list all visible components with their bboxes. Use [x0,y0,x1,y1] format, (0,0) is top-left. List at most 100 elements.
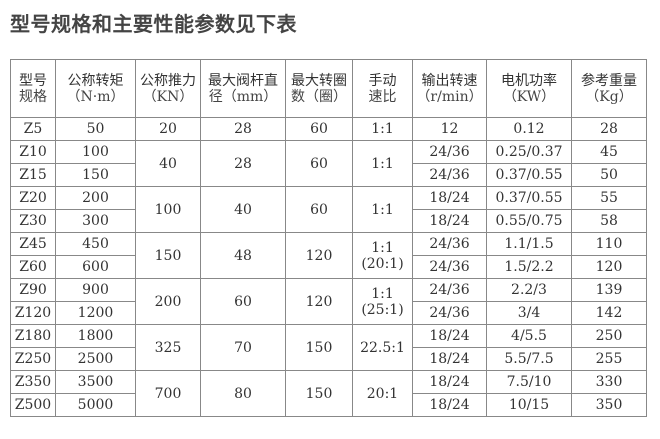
torque-cell: 300 [55,209,136,233]
ratio-alt-value: (20:1) [361,255,404,272]
torque-cell: 450 [55,232,136,256]
model-cell: Z120 [10,301,56,325]
power-cell: 7.5/10 [486,370,572,394]
thrust-cell: 200 [135,278,201,325]
torque-cell: 1800 [55,324,136,348]
weight-cell: 142 [571,301,647,325]
model-cell: Z45 [10,232,56,256]
turns-cell: 60 [285,117,353,141]
power-cell: 5.5/7.5 [486,347,572,371]
model-cell: Z180 [10,324,56,348]
ratio-cell: 1:1 (20:1) [352,232,413,279]
ratio-value: 22.5:1 [360,339,405,356]
weight-cell: 110 [571,232,647,256]
power-cell: 0.37/0.55 [486,163,572,187]
torque-cell: 200 [55,186,136,210]
weight-cell: 28 [571,117,647,141]
torque-cell: 150 [55,163,136,187]
ratio-value: 1:1 [371,239,394,256]
table-row: Z90 900 200 60 120 1:1 (25:1) 24/36 2.2/3 139 [10,278,647,325]
power-cell: 0.55/0.75 [486,209,572,233]
torque-cell: 50 [55,117,136,141]
column-header: 公称推力 （KN） [135,59,201,118]
table-row: Z500 5000 18/24 10/15 350 [10,393,647,417]
torque-cell: 900 [55,278,136,302]
model-cell: Z10 [10,140,56,164]
table-row: Z350 3500 700 80 150 20:1 18/24 7.5/10 330 [10,370,647,417]
turns-cell: 150 [285,324,353,371]
power-cell: 1.5/2.2 [486,255,572,279]
ratio-alt-value: (25:1) [361,301,404,318]
model-cell: Z500 [10,393,56,417]
diameter-cell: 80 [200,370,286,417]
torque-cell: 100 [55,140,136,164]
column-header: 型号 规格 [10,59,56,118]
ratio-cell: 1:1 [352,140,413,187]
turns-cell: 60 [285,186,353,233]
diameter-cell: 60 [200,278,286,325]
header-unit: 径（mm） [208,88,278,105]
turns-cell: 150 [285,370,353,417]
model-cell: Z60 [10,255,56,279]
power-cell: 0.25/0.37 [486,140,572,164]
thrust-cell: 150 [135,232,201,279]
model-cell: Z15 [10,163,56,187]
model-cell: Z20 [10,186,56,210]
header-label: 最大转圈 [291,72,347,89]
torque-cell: 2500 [55,347,136,371]
column-header: 参考重量 （Kg） [571,59,647,118]
header-row: 型号 规格 公称转矩 （N·m） 公称推力 （KN） 最大阀杆直 径（mm） 最大转圈 数（圈）手… [10,59,647,118]
torque-cell: 1200 [55,301,136,325]
power-cell: 10/15 [486,393,572,417]
ratio-cell: 22.5:1 [352,324,413,371]
table-row: Z250 2500 18/24 5.5/7.5 255 [10,347,647,371]
header-unit: （N·m） [66,88,125,105]
torque-cell: 5000 [55,393,136,417]
ratio-cell: 1:1 [352,117,413,141]
power-cell: 3/4 [486,301,572,325]
column-header: 公称转矩 （N·m） [55,59,136,118]
column-header: 最大阀杆直 径（mm） [200,59,286,118]
header-label: 输出转速 [421,72,478,89]
ratio-cell: 1:1 (25:1) [352,278,413,325]
speed-cell: 24/36 [412,232,487,256]
table-row: Z60 600 24/36 1.5/2.2 120 [10,255,647,279]
weight-cell: 350 [571,393,647,417]
table-row: Z5 50 20 28 60 1:1 12 0.12 28 [10,117,647,141]
ratio-value: 1:1 [371,201,394,218]
weight-cell: 58 [571,209,647,233]
header-unit: （KW） [502,88,556,105]
ratio-cell: 20:1 [352,370,413,417]
weight-cell: 55 [571,186,647,210]
speed-cell: 24/36 [412,255,487,279]
power-cell: 2.2/3 [486,278,572,302]
weight-cell: 255 [571,347,647,371]
speed-cell: 24/36 [412,163,487,187]
table-row: Z180 1800 325 70 150 22.5:1 18/24 4/5.5 250 [10,324,647,371]
thrust-cell: 700 [135,370,201,417]
weight-cell: 250 [571,324,647,348]
diameter-cell: 28 [200,117,286,141]
header-label: 最大阀杆直 [208,72,278,89]
weight-cell: 120 [571,255,647,279]
weight-cell: 50 [571,163,647,187]
header-label: 公称推力 [140,72,196,89]
model-cell: Z5 [10,117,56,141]
header-unit: 数（圈） [291,88,347,105]
power-cell: 4/5.5 [486,324,572,348]
speed-cell: 18/24 [412,324,487,348]
model-cell: Z250 [10,347,56,371]
column-header: 最大转圈 数（圈） [285,59,353,118]
diameter-cell: 28 [200,140,286,187]
turns-cell: 60 [285,140,353,187]
power-cell: 0.12 [486,117,572,141]
header-label: 型号 [19,72,47,89]
header-label: 电机功率 [501,72,557,89]
torque-cell: 600 [55,255,136,279]
ratio-cell: 1:1 [352,186,413,233]
header-unit: 规格 [19,88,47,105]
column-header: 电机功率 （KW） [486,59,572,118]
table-row: Z45 450 150 48 120 1:1 (20:1) 24/36 1.1/1.5 110 [10,232,647,279]
model-cell: Z350 [10,370,56,394]
weight-cell: 45 [571,140,647,164]
